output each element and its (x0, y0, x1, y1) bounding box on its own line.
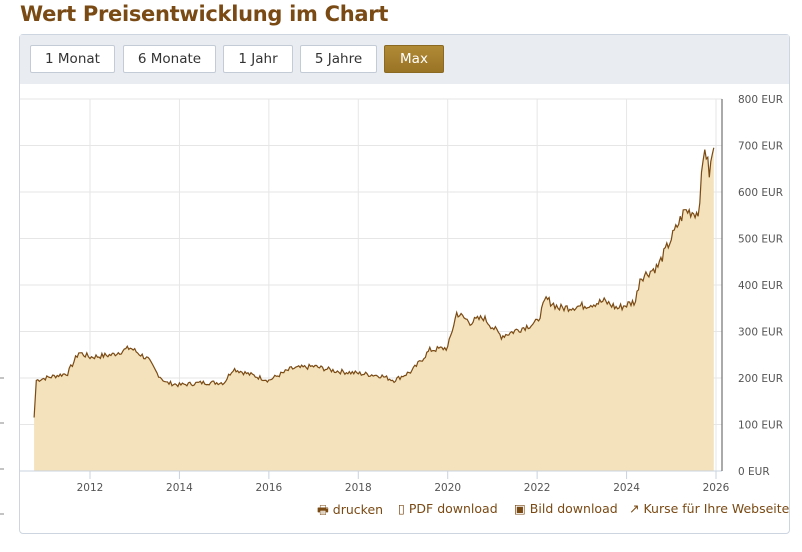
embed-link[interactable]: ↗ Kurse für Ihre Webseite (629, 501, 790, 516)
y-tick-label: 200 EUR (738, 373, 783, 385)
range-6-months-button[interactable]: 6 Monate (123, 45, 216, 73)
y-tick-label: 700 EUR (738, 141, 783, 153)
page-title: Wert Preisentwicklung im Chart (20, 2, 389, 26)
y-tick-label: 500 EUR (738, 234, 783, 246)
price-line (33, 147, 715, 418)
share-icon: ↗ (629, 501, 640, 516)
y-tick-label: 400 EUR (738, 280, 783, 292)
range-1-year-button[interactable]: 1 Jahr (223, 45, 293, 73)
x-tick-label: 2024 (613, 482, 640, 494)
print-link[interactable]: 🖶 drucken (317, 502, 384, 517)
y-tick-label: 0 EUR (738, 466, 770, 478)
x-tick-label: 2016 (255, 482, 282, 494)
x-tick-label: 2012 (77, 482, 104, 494)
image-icon: ▣ (514, 501, 526, 516)
range-5-years-button[interactable]: 5 Jahre (300, 45, 377, 73)
y-tick-label: 800 EUR (738, 94, 783, 106)
x-tick-label: 2014 (166, 482, 193, 494)
y-tick-label: 300 EUR (738, 327, 783, 339)
range-1-month-button[interactable]: 1 Monat (30, 45, 115, 73)
y-tick-label: 600 EUR (738, 187, 783, 199)
x-tick-label: 2022 (524, 482, 551, 494)
price-area (34, 147, 714, 472)
pdf-icon: ▯ (398, 501, 405, 516)
x-tick-label: 2026 (703, 482, 730, 494)
x-tick-label: 2020 (434, 482, 461, 494)
y-tick-label: 100 EUR (738, 420, 783, 432)
image-download-link[interactable]: ▣ Bild download (514, 501, 618, 516)
printer-icon: 🖶 (317, 502, 329, 517)
pdf-download-link[interactable]: ▯ PDF download (398, 501, 498, 516)
range-max-button[interactable]: Max (384, 45, 444, 73)
range-toolbar: 1 Monat 6 Monate 1 Jahr 5 Jahre Max (20, 35, 789, 84)
x-tick-label: 2018 (345, 482, 372, 494)
